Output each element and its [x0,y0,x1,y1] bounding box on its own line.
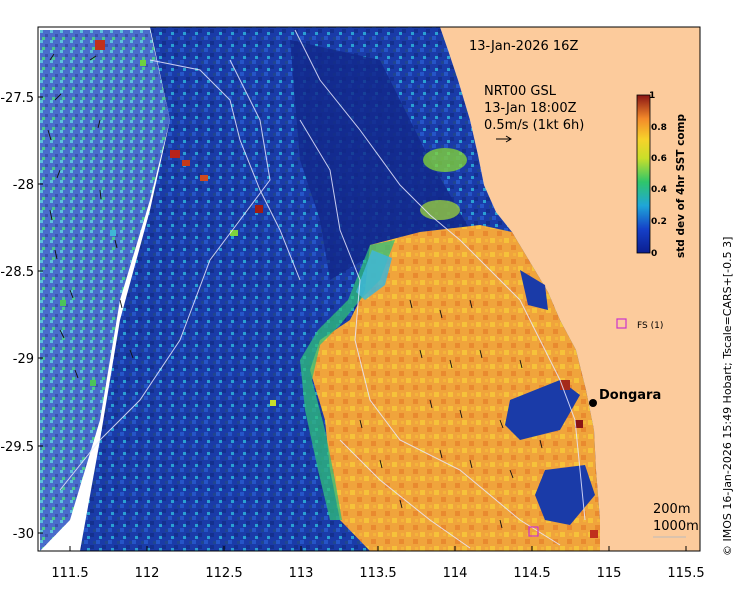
warm-high-variability-region [310,225,600,551]
colorbar-tick: 1 [649,91,655,101]
colorbar-tick: 0.6 [651,154,667,164]
y-tick-label: -29 [13,352,34,367]
colorbar-tick: 0.2 [651,217,667,227]
scale-arrow-icon [496,135,512,143]
x-tick-label: 115.5 [667,566,704,581]
current-time-label: 13-Jan 18:00Z [484,101,577,116]
y-axis: -27.5 -28 -28.5 -29 -29.5 -30 [0,91,43,542]
station-label: FS (1) [637,321,663,331]
station-marker-secondary [528,526,539,537]
y-tick-label: -28.5 [0,265,34,280]
x-tick-label: 114 [443,566,468,581]
y-tick-label: -27.5 [0,91,34,106]
y-tick-label: -28 [13,178,34,193]
x-tick-label: 112 [135,566,160,581]
contour-legend-200m: 200m [653,502,690,517]
colorbar-tick: 0.8 [651,123,667,133]
x-tick-label: 113 [289,566,314,581]
land-area [440,27,700,551]
x-tick-label: 114.5 [513,566,550,581]
colorbar-tick: 0 [651,249,657,259]
x-tick-label: 113.5 [359,566,396,581]
map-plot-area [38,27,700,551]
x-tick-label: 115 [597,566,622,581]
y-tick-label: -30 [13,527,34,542]
dongara-label: Dongara [599,388,661,403]
plot-frame [37,26,701,552]
colorbar: 1 0.8 0.6 0.4 0.2 0 std dev of 4hr SST c… [636,91,687,259]
current-arrows [47,53,543,529]
timestamp-label: 13-Jan-2026 16Z [469,39,578,54]
x-tick-label: 111.5 [51,566,88,581]
bathymetry-contours [59,29,586,549]
dongara-marker [589,399,597,407]
y-tick-label: -29.5 [0,440,34,455]
arrow-scale-label: 0.5m/s (1kt 6h) [484,118,584,133]
speckled-offshore [40,30,170,551]
current-source-label: NRT00 GSL [484,84,557,99]
credit-text: © IMOS 16-Jan-2026 15:49 Hobart; Tscale=… [721,237,734,556]
station-marker [616,318,627,329]
contour-legend-1000m: 1000m [653,519,699,534]
x-axis: 111.5 112 112.5 113 113.5 114 114.5 115 … [51,546,705,581]
colorbar-title: std dev of 4hr SST comp [675,114,687,258]
x-tick-label: 112.5 [205,566,242,581]
colorbar-tick: 0.4 [651,185,667,195]
